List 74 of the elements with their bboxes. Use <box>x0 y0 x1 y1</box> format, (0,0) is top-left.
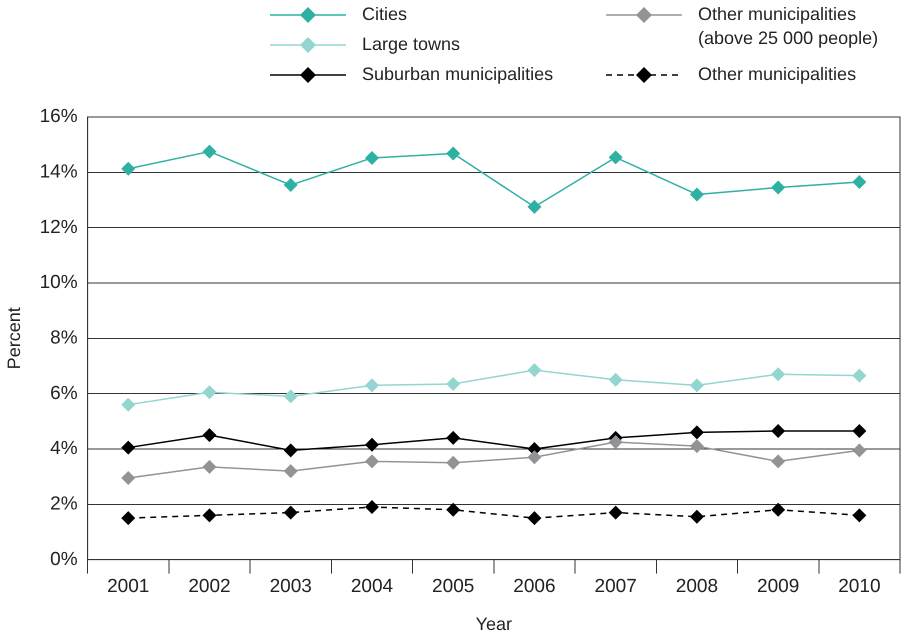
point <box>608 435 623 450</box>
point <box>527 511 542 526</box>
x-tick-label: 2002 <box>188 576 231 598</box>
point <box>446 502 460 517</box>
x-axis-title: Year <box>476 614 512 634</box>
point <box>527 450 542 464</box>
y-tick-label: 12% <box>40 216 78 238</box>
point <box>121 440 136 455</box>
point <box>771 367 786 382</box>
y-tick-label: 0% <box>50 548 78 570</box>
point <box>121 162 136 176</box>
point <box>202 385 216 400</box>
x-tick-label: 2003 <box>270 576 312 598</box>
point <box>202 508 216 522</box>
point <box>852 508 866 522</box>
point <box>446 376 460 391</box>
x-tick-label: 2001 <box>107 576 150 598</box>
point <box>771 502 786 517</box>
point <box>202 460 216 474</box>
point <box>446 430 460 445</box>
point <box>364 150 379 165</box>
y-tick-label: 16% <box>40 106 78 128</box>
point <box>446 146 460 161</box>
point <box>852 443 866 458</box>
point <box>690 510 704 524</box>
y-tick-label: 6% <box>50 382 78 404</box>
point <box>527 200 542 214</box>
point <box>771 424 786 438</box>
x-tick-label: 2010 <box>838 576 881 598</box>
point <box>202 144 216 159</box>
point <box>690 439 704 454</box>
point <box>852 368 866 383</box>
legend-label: Other municipalities (above 25 000 people) <box>698 3 880 50</box>
x-tick-label: 2005 <box>432 576 474 598</box>
point <box>690 378 704 392</box>
y-tick-label: 8% <box>50 328 78 349</box>
y-tick-label: 4% <box>50 438 78 460</box>
point <box>608 372 623 387</box>
point <box>364 378 379 392</box>
y-tick-label: 10% <box>40 272 78 294</box>
point <box>852 424 866 438</box>
x-tick-label: 2006 <box>513 576 556 598</box>
point <box>364 454 379 468</box>
x-tick-label: 2007 <box>594 576 637 598</box>
point <box>690 187 704 202</box>
point <box>446 456 460 470</box>
point <box>527 363 542 378</box>
point <box>771 180 786 195</box>
point <box>608 506 623 520</box>
legend-label: Large towns <box>362 33 460 56</box>
point <box>771 454 786 468</box>
point <box>284 506 298 520</box>
point <box>121 398 136 412</box>
point <box>608 150 623 164</box>
point <box>202 428 216 442</box>
point <box>364 438 379 452</box>
point <box>284 464 298 478</box>
point <box>284 178 298 192</box>
point <box>284 443 298 458</box>
x-tick-label: 2004 <box>350 576 394 598</box>
y-tick-label: 14% <box>40 162 78 183</box>
point <box>284 389 298 404</box>
point <box>121 511 136 526</box>
x-tick-label: 2009 <box>757 576 800 598</box>
legend-label: Cities <box>362 3 408 26</box>
y-axis-title: Percent <box>4 307 24 370</box>
legend-label: Suburban municipalities <box>362 63 554 86</box>
point <box>364 500 379 514</box>
x-tick-label: 2008 <box>676 576 718 598</box>
y-tick-label: 2% <box>50 494 78 515</box>
legend-label: Other municipalities <box>698 63 856 86</box>
point <box>121 470 136 485</box>
point <box>852 175 866 190</box>
point <box>690 425 704 440</box>
